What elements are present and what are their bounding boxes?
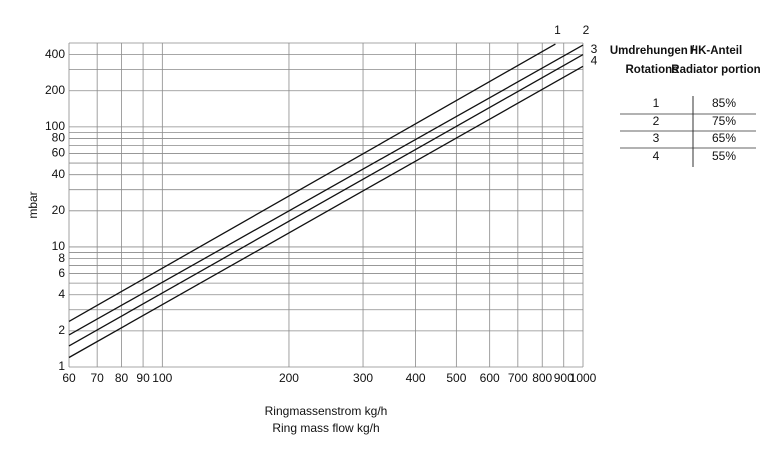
table-cell: 85%	[712, 96, 736, 110]
x-tick-label: 60	[62, 371, 76, 385]
series-line	[68, 44, 584, 336]
x-tick-label: 90	[136, 371, 150, 385]
y-tick-label: 60	[52, 146, 66, 160]
table-cell: 4	[653, 149, 660, 163]
table-cell: 1	[653, 96, 660, 110]
x-tick-label: 80	[115, 371, 129, 385]
table-cell: 75%	[712, 114, 736, 128]
line-label: 4	[591, 53, 598, 67]
x-tick-label: 200	[279, 371, 299, 385]
y-tick-label: 6	[58, 266, 65, 280]
table-cell: 55%	[712, 149, 736, 163]
y-tick-label: 100	[45, 119, 65, 133]
y-tick-label: 80	[52, 131, 66, 145]
x-tick-label: 600	[480, 371, 500, 385]
x-tick-label: 1000	[570, 371, 597, 385]
x-tick-label: 300	[353, 371, 373, 385]
series-line	[68, 43, 556, 322]
table-header: Rotations	[625, 64, 678, 76]
x-tick-label: 800	[532, 371, 552, 385]
line-label: 1	[554, 23, 561, 37]
y-tick-label: 4	[58, 287, 65, 301]
x-tick-label: 500	[446, 371, 466, 385]
line-label: 3	[591, 42, 598, 56]
y-tick-label: 8	[58, 251, 65, 265]
table-cell: 65%	[712, 131, 736, 145]
y-axis-label: mbar	[26, 191, 40, 218]
y-tick-label: 20	[52, 203, 66, 217]
table-header: Umdrehungen /	[610, 45, 695, 57]
table-cell: 3	[653, 131, 660, 145]
x-tick-label: 70	[90, 371, 104, 385]
line-label: 2	[583, 23, 590, 37]
series-line	[68, 54, 584, 347]
table-cell: 2	[653, 114, 660, 128]
series-line	[68, 65, 584, 359]
x-axis-label: Ringmassenstrom kg/h	[265, 404, 388, 418]
x-tick-label: 700	[508, 371, 528, 385]
x-tick-label: 400	[406, 371, 426, 385]
x-tick-label: 900	[554, 371, 574, 385]
y-tick-label: 200	[45, 83, 65, 97]
y-tick-label: 1	[58, 359, 65, 373]
x-tick-label: 100	[152, 371, 172, 385]
x-axis-label: Ring mass flow kg/h	[272, 421, 379, 435]
table-header: HK-Anteil	[690, 45, 742, 57]
y-tick-label: 10	[52, 239, 66, 253]
y-tick-label: 40	[52, 167, 66, 181]
y-tick-label: 2	[58, 323, 65, 337]
y-tick-label: 400	[45, 47, 65, 61]
table: Umdrehungen / Rotations HK-Anteil Radiat…	[610, 45, 761, 167]
table-header: Radiator portion	[671, 64, 760, 76]
